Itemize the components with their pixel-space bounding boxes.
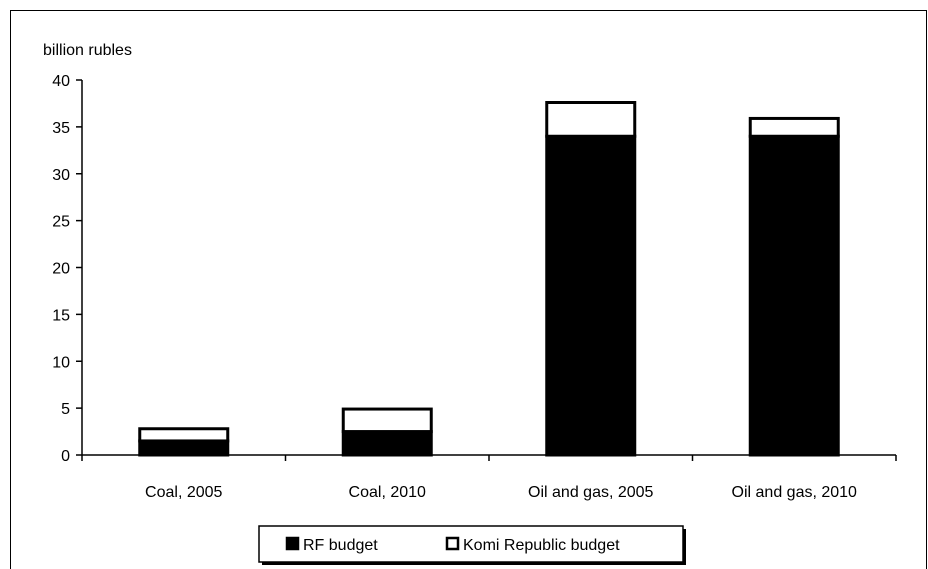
y-tick-label: 40 — [52, 73, 70, 90]
legend-label: Komi Republic budget — [463, 537, 620, 554]
bar-segment-komi-budget — [138, 427, 230, 443]
y-tick-label: 30 — [52, 167, 70, 184]
y-tick-label: 15 — [52, 307, 70, 324]
bar-segment-rf-budget — [545, 134, 637, 457]
legend-label: RF budget — [303, 537, 378, 554]
x-tick-label: Oil and gas, 2005 — [528, 484, 654, 501]
x-tick-label: Coal, 2010 — [349, 484, 426, 501]
bar-segment-rf-budget — [748, 134, 840, 457]
bar-segment-komi-budget — [341, 407, 433, 434]
x-axis: Coal, 2005 Coal, 2010 Oil and gas, 2005 Oil… — [81, 454, 897, 501]
y-tick-label: 20 — [52, 261, 70, 278]
y-tick-label: 35 — [52, 120, 70, 137]
y-tick-label: 5 — [61, 401, 70, 418]
y-tick-label: 25 — [52, 214, 70, 231]
bar-segment-rf-budget — [138, 439, 230, 457]
legend: RF budget Komi Republic budget — [258, 525, 686, 565]
y-axis-label: billion rubles — [43, 42, 132, 59]
bar-segment-komi-budget — [748, 116, 840, 138]
bar-segment-rf-budget — [341, 430, 433, 457]
bar-segment-komi-budget — [545, 101, 637, 138]
legend-swatch — [445, 536, 460, 551]
y-tick-label: 0 — [61, 448, 70, 465]
legend-box — [258, 525, 684, 563]
legend-swatch — [285, 536, 300, 551]
bars-group — [138, 101, 840, 457]
y-axis: 0 5 10 15 20 25 30 35 40 — [52, 73, 83, 465]
x-tick-label: Oil and gas, 2010 — [732, 484, 858, 501]
y-tick-label: 10 — [52, 354, 70, 371]
chart-frame — [10, 10, 927, 569]
x-tick-label: Coal, 2005 — [145, 484, 222, 501]
